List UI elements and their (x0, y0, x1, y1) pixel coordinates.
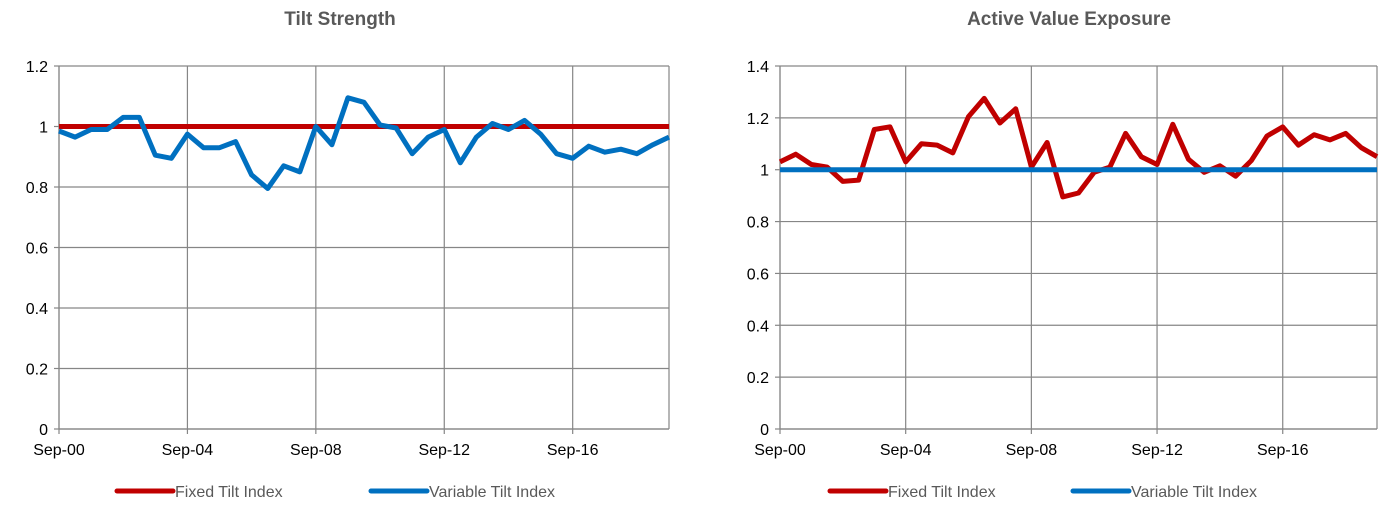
y-tick-label: 1.2 (747, 111, 769, 128)
y-tick-label: 1.2 (26, 59, 48, 76)
y-tick-label: 0.4 (26, 301, 48, 318)
x-tick-label: Sep-08 (1006, 442, 1058, 459)
y-tick-label: 0.2 (747, 370, 769, 387)
x-tick-label: Sep-04 (162, 442, 214, 459)
y-tick-label: 0.2 (26, 362, 48, 379)
chart-1: Tilt Strength 0 0.2 0.4 0.6 0.8 1 1.2 Sep-00 Sep-… (26, 9, 671, 501)
legend-label: Fixed Tilt Index (888, 484, 996, 501)
y-tick-label: 0.4 (747, 318, 769, 335)
y-tick-label: 1 (39, 120, 48, 137)
x-tick-label: Sep-00 (754, 442, 806, 459)
y-tick-label: 1.4 (747, 59, 769, 76)
y-tick-label: 0 (39, 422, 48, 439)
chart-2: Active Value Exposure 0 0.2 0.4 0.6 0.8 1 1.2 1.… (747, 9, 1379, 501)
x-tick-label: Sep-00 (33, 442, 85, 459)
chart-title: Tilt Strength (284, 9, 396, 30)
x-tick-label: Sep-04 (880, 442, 932, 459)
legend-label: Variable Tilt Index (429, 484, 555, 501)
chart-title: Active Value Exposure (967, 9, 1171, 30)
x-tick-label: Sep-16 (547, 442, 599, 459)
x-tick-label: Sep-12 (1131, 442, 1183, 459)
y-tick-label: 1 (760, 163, 769, 180)
legend-label: Variable Tilt Index (1131, 484, 1257, 501)
x-tick-label: Sep-08 (290, 442, 342, 459)
series-line-fixed-tilt-index (778, 95, 1379, 200)
legend-label: Fixed Tilt Index (175, 484, 283, 501)
y-tick-label: 0.6 (747, 266, 769, 283)
y-tick-label: 0 (760, 422, 769, 439)
series-line-variable-tilt-index (58, 95, 671, 191)
x-tick-label: Sep-16 (1257, 442, 1309, 459)
y-tick-label: 0.6 (26, 241, 48, 258)
x-tick-label: Sep-12 (418, 442, 470, 459)
y-tick-label: 0.8 (26, 180, 48, 197)
y-tick-label: 0.8 (747, 215, 769, 232)
